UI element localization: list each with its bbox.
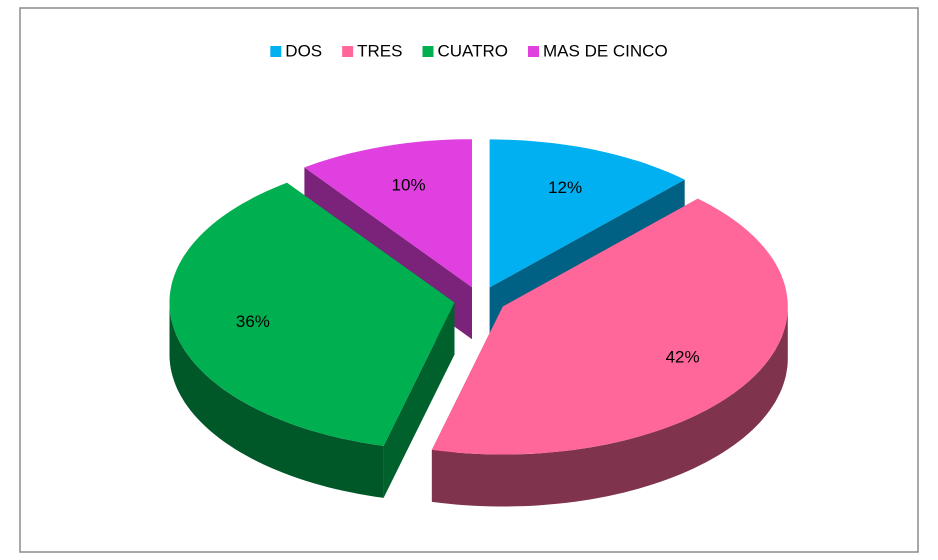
legend-label: CUATRO — [437, 41, 508, 60]
data-label: 12% — [548, 178, 582, 197]
slice-side — [431, 306, 788, 507]
legend-swatch — [528, 46, 540, 57]
slice-side — [383, 302, 455, 498]
slice-top — [489, 139, 685, 288]
slice-top — [169, 182, 455, 446]
slice-top — [431, 198, 788, 455]
legend-swatch — [270, 46, 282, 57]
slice-top — [304, 139, 472, 288]
legend: DOS TRES CUATRO MAS DE CINCO — [270, 41, 668, 60]
data-label: 10% — [392, 175, 426, 194]
legend-label: MAS DE CINCO — [543, 41, 668, 60]
slice-side — [169, 302, 384, 498]
legend-label: DOS — [285, 41, 322, 60]
legend-swatch — [342, 46, 354, 57]
legend-label: TRES — [357, 41, 402, 60]
legend-swatch — [422, 46, 434, 57]
slice: 36% — [169, 182, 455, 498]
data-label: 42% — [666, 347, 700, 366]
data-label: 36% — [236, 312, 270, 331]
slice: 42% — [431, 198, 788, 507]
